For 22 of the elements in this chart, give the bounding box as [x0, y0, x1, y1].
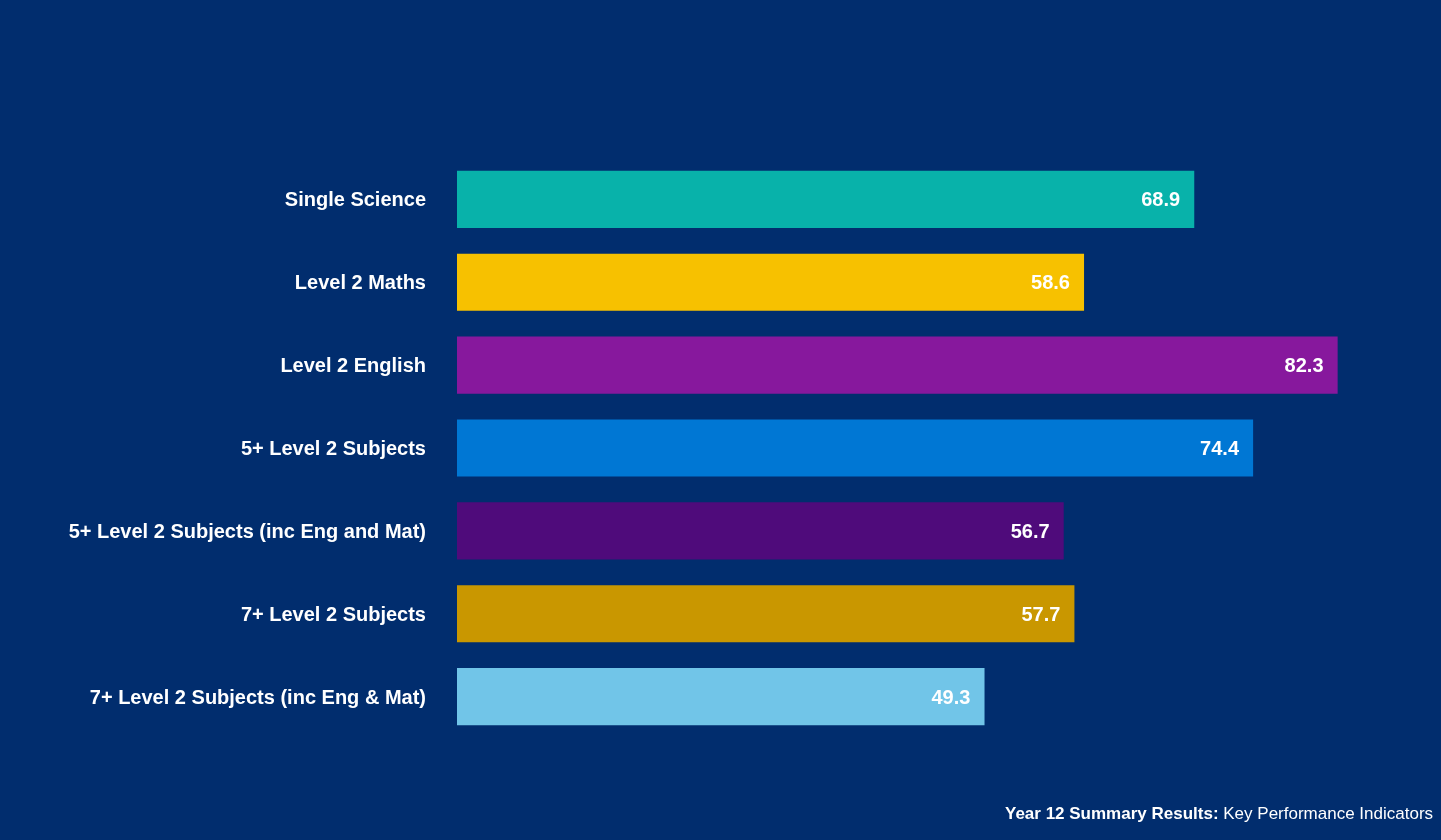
y-tick-label: Level 2 English	[280, 354, 426, 377]
data-label: 57.7	[1021, 602, 1072, 625]
data-label: 49.3	[931, 685, 982, 708]
y-tick-label: 7+ Level 2 Subjects (inc Eng & Mat)	[89, 685, 426, 708]
data-label: 82.3	[1284, 354, 1335, 377]
data-label: 56.7	[1010, 519, 1061, 542]
bar	[457, 585, 1075, 643]
bar	[457, 170, 1195, 229]
bar	[457, 253, 1085, 311]
y-tick-label: Level 2 Maths	[294, 271, 426, 294]
data-label: 58.6	[1031, 271, 1082, 294]
bar	[457, 336, 1338, 394]
y-tick-label: 5+ Level 2 Subjects	[240, 437, 426, 459]
data-label: 68.9	[1141, 188, 1192, 211]
bar	[457, 419, 1254, 477]
bar	[457, 502, 1064, 560]
y-tick-label: 5+ Level 2 Subjects (inc Eng and Mat)	[68, 519, 426, 542]
y-tick-label: Single Science	[284, 188, 426, 211]
data-label: 74.4	[1200, 437, 1251, 459]
text: Year 12 Summary Results: Key Performance Indicators	[1005, 804, 1434, 823]
bar	[457, 667, 985, 726]
y-tick-label: 7+ Level 2 Subjects	[240, 602, 426, 625]
